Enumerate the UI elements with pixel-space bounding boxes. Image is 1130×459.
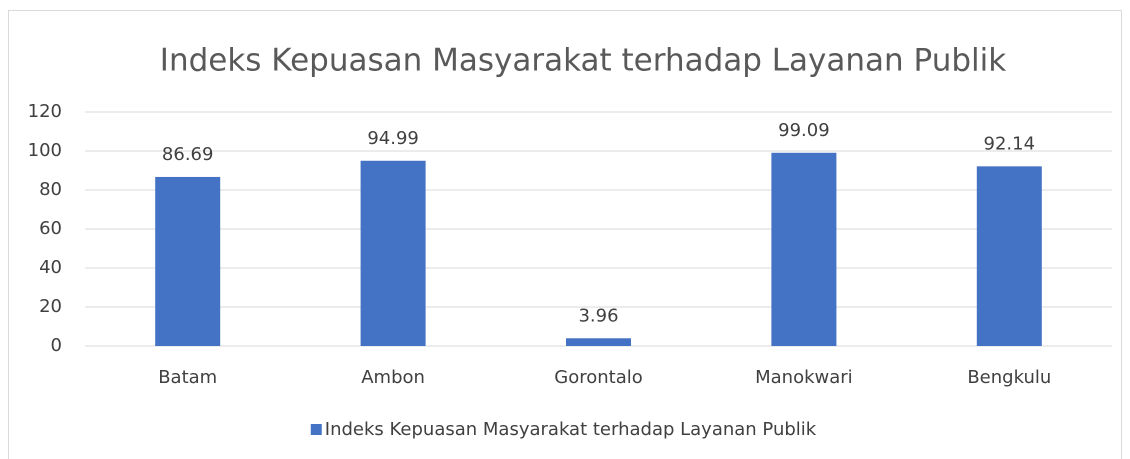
x-tick-label: Gorontalo (554, 367, 643, 388)
y-tick-label: 120 (28, 101, 62, 122)
data-label: 86.69 (162, 144, 214, 165)
bar (155, 176, 221, 346)
y-tick-label: 80 (39, 179, 62, 200)
data-label: 92.14 (984, 133, 1036, 154)
y-tick-label: 60 (39, 218, 62, 239)
chart-title: Indeks Kepuasan Masyarakat terhadap Laya… (160, 43, 1006, 79)
x-tick-label: Ambon (361, 367, 425, 388)
legend-swatch (310, 424, 322, 435)
bar (976, 166, 1042, 346)
y-tick-label: 100 (28, 140, 62, 161)
y-tick-label: 20 (39, 296, 62, 317)
x-tick-label: Batam (158, 367, 217, 388)
bar (566, 338, 631, 346)
y-tick-label: 0 (51, 335, 62, 356)
y-tick-label: 40 (39, 257, 62, 278)
data-label: 99.09 (778, 120, 830, 141)
data-label: 3.96 (578, 305, 618, 326)
bar (360, 160, 426, 346)
data-label: 94.99 (367, 128, 419, 149)
x-tick-label: Bengkulu (967, 367, 1051, 388)
legend-label: Indeks Kepuasan Masyarakat terhadap Laya… (325, 419, 817, 440)
bar (771, 152, 837, 346)
x-tick-label: Manokwari (755, 367, 853, 388)
